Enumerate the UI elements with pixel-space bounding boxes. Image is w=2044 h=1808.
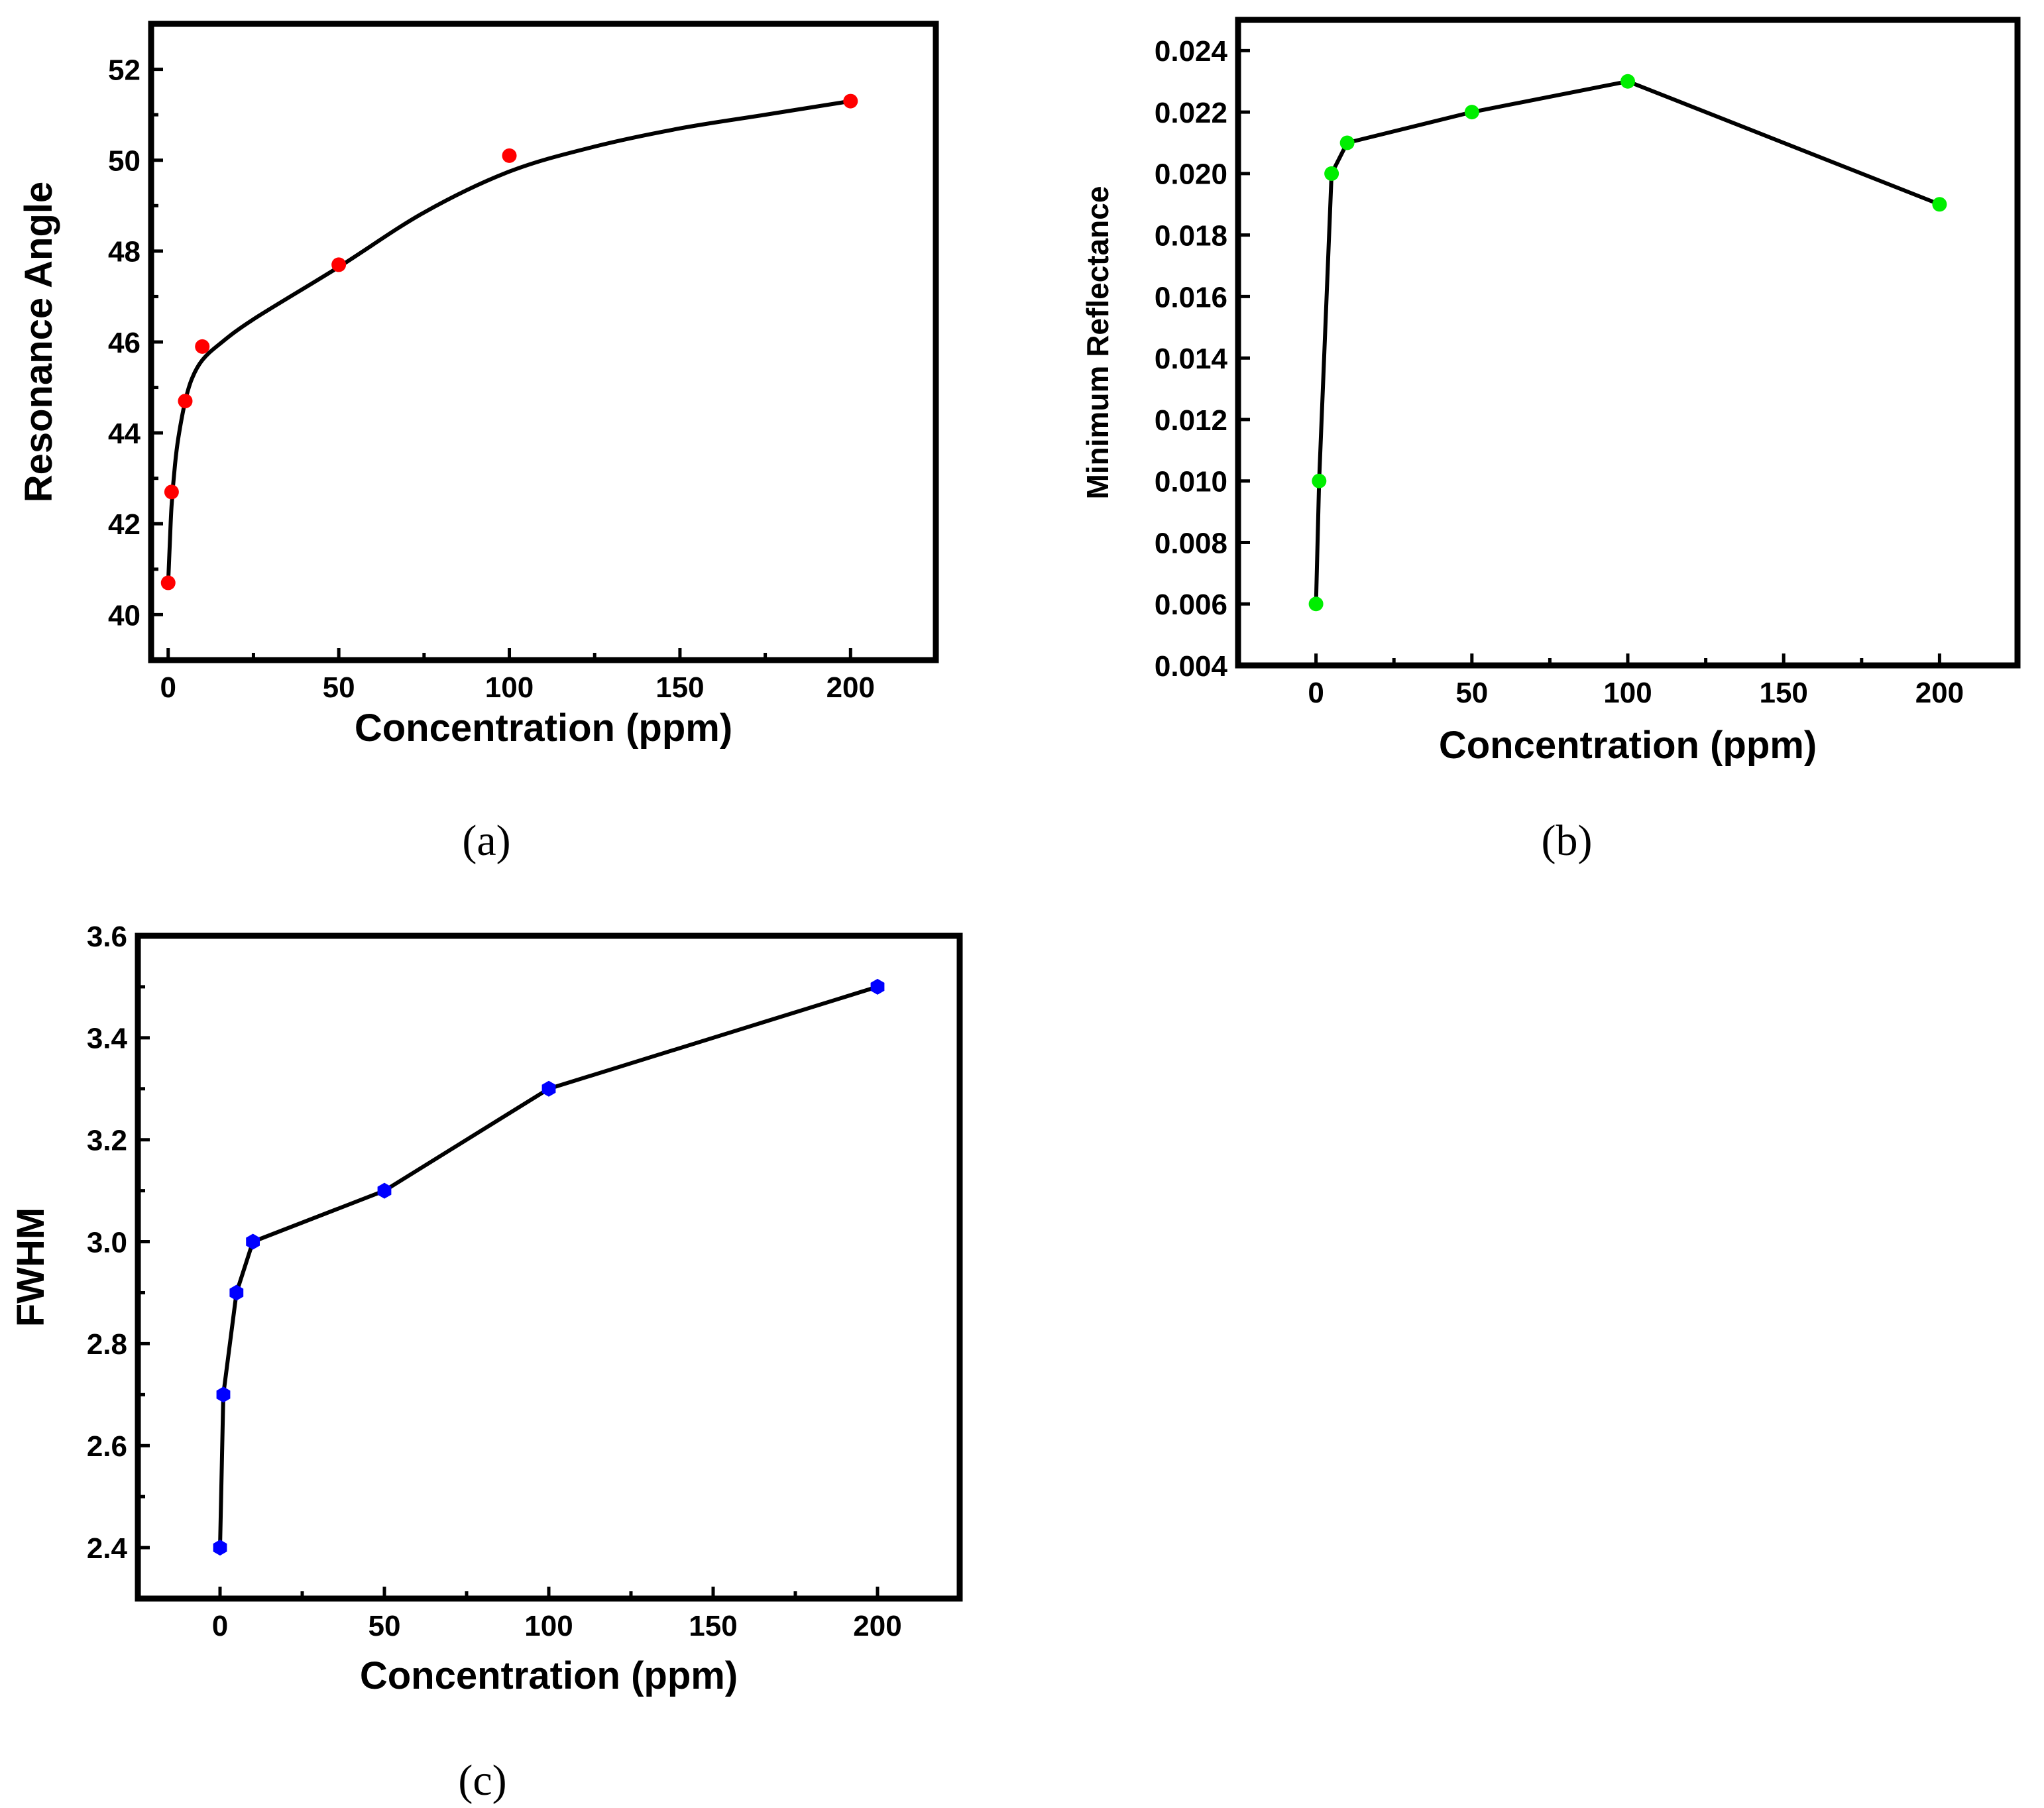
- data-point: [331, 257, 347, 272]
- data-point: [1932, 197, 1947, 212]
- y-axis-title: Resonance Angle: [17, 182, 60, 503]
- data-point: [870, 978, 885, 995]
- plot-frame: [148, 21, 939, 663]
- data-point: [1620, 74, 1635, 89]
- x-axis-title: Concentration (ppm): [360, 1654, 738, 1697]
- x-tick-label: 0: [160, 671, 176, 704]
- data-point: [229, 1284, 244, 1301]
- y-tick-label: 2.4: [87, 1532, 128, 1565]
- fit-curve: [166, 99, 853, 585]
- y-tick-label: 46: [108, 327, 141, 359]
- y-tick-label: 2.6: [87, 1430, 127, 1463]
- x-tick-label: 0: [212, 1610, 228, 1642]
- y-tick-label: 0.014: [1155, 343, 1228, 375]
- y-tick-label: 0.018: [1155, 220, 1227, 253]
- panel-caption: (b): [1542, 817, 1593, 865]
- y-axis-title: Minimum Reflectance: [1080, 186, 1115, 500]
- x-tick-label: 200: [853, 1610, 901, 1642]
- plot-frame: [1235, 17, 2021, 669]
- y-tick-label: 50: [108, 145, 141, 178]
- y-tick-label: 52: [108, 54, 141, 86]
- x-tick-label: 200: [1915, 677, 1964, 709]
- data-point: [160, 575, 176, 591]
- y-tick-label: 0.020: [1155, 158, 1227, 191]
- panel-caption: (c): [458, 1756, 506, 1805]
- panel-caption: (a): [462, 817, 510, 865]
- series-line: [1314, 79, 1941, 604]
- data-point: [195, 339, 210, 354]
- data-point: [213, 1540, 227, 1556]
- x-tick-label: 50: [369, 1610, 401, 1642]
- y-tick-label: 0.012: [1155, 404, 1227, 437]
- y-tick-label: 0.006: [1155, 589, 1227, 621]
- data-point: [1312, 473, 1327, 488]
- y-tick-label: 3.0: [87, 1226, 127, 1259]
- y-tick-label: 0.024: [1155, 35, 1228, 68]
- data-point: [541, 1080, 556, 1097]
- y-tick-label: 3.6: [87, 921, 127, 953]
- data-point: [502, 148, 517, 163]
- x-tick-label: 50: [323, 671, 355, 704]
- y-tick-label: 0.008: [1155, 527, 1227, 559]
- data-point: [216, 1386, 231, 1403]
- chart-panel-c: 0 50 100 150 200 2.4 2.6 2.8 3.0 3.2 3.4 3.6 Concent…: [9, 921, 963, 1805]
- data-point: [1308, 596, 1324, 612]
- x-tick-label: 150: [689, 1610, 737, 1642]
- data-point: [164, 484, 179, 500]
- data-point: [1464, 105, 1479, 120]
- x-tick-label: 100: [1603, 677, 1652, 709]
- plot-frame: [135, 932, 963, 1602]
- data-point: [246, 1233, 260, 1250]
- x-tick-label: 100: [485, 671, 534, 704]
- y-tick-label: 3.4: [87, 1023, 128, 1055]
- x-tick-label: 150: [655, 671, 704, 704]
- x-tick-label: 150: [1759, 677, 1807, 709]
- y-axis-title: FWHM: [9, 1208, 52, 1327]
- x-tick-label: 200: [826, 671, 875, 704]
- x-tick-label: 100: [524, 1610, 573, 1642]
- y-tick-label: 3.2: [87, 1125, 127, 1157]
- y-tick-label: 44: [108, 418, 141, 450]
- series-line: [218, 985, 878, 1548]
- x-tick-label: 0: [1308, 677, 1324, 709]
- y-tick-label: 0.016: [1155, 281, 1227, 313]
- y-tick-label: 42: [108, 508, 141, 541]
- y-tick-label: 40: [108, 599, 141, 632]
- data-point: [843, 93, 858, 109]
- y-tick-label: 0.004: [1155, 650, 1228, 683]
- data-point: [377, 1182, 392, 1199]
- x-tick-label: 50: [1455, 677, 1488, 709]
- data-point: [1339, 135, 1355, 150]
- y-tick-label: 0.022: [1155, 97, 1227, 129]
- x-axis-title: Concentration (ppm): [355, 706, 732, 750]
- chart-panel-b: 0 50 100 150 200 0.004 0.006 0.008 0.010 0.012 0.0…: [1080, 17, 2021, 865]
- y-tick-label: 2.8: [87, 1328, 127, 1361]
- data-point: [1324, 166, 1339, 181]
- y-tick-label: 48: [108, 236, 141, 268]
- x-axis-title: Concentration (ppm): [1439, 724, 1817, 767]
- y-tick-label: 0.010: [1155, 466, 1227, 498]
- data-point: [178, 394, 193, 409]
- chart-panel-a: 0 50 100 150 200 40 42 44 46 48 50 52 Concentration …: [17, 21, 939, 865]
